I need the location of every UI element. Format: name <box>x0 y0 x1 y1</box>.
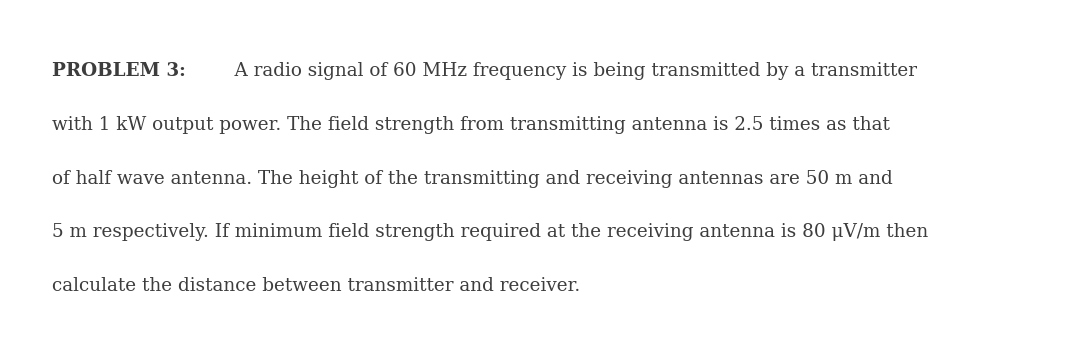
Text: PROBLEM 3:: PROBLEM 3: <box>52 62 185 80</box>
Text: of half wave antenna. The height of the transmitting and receiving antennas are : of half wave antenna. The height of the … <box>52 170 892 188</box>
Text: 5 m respectively. If minimum field strength required at the receiving antenna is: 5 m respectively. If minimum field stren… <box>52 223 928 241</box>
Text: A radio signal of 60 MHz frequency is being transmitted by a transmitter: A radio signal of 60 MHz frequency is be… <box>211 62 917 80</box>
Text: calculate the distance between transmitter and receiver.: calculate the distance between transmitt… <box>52 277 580 295</box>
Text: with 1 kW output power. The field strength from transmitting antenna is 2.5 time: with 1 kW output power. The field streng… <box>52 116 890 134</box>
